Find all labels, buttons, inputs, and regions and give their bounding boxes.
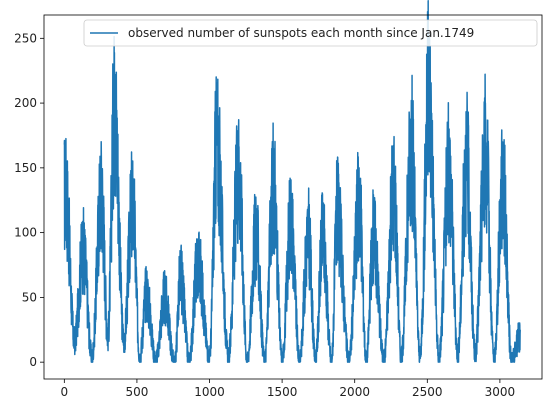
x-tick-label: 3000 [485, 385, 516, 399]
series-layer [63, 0, 521, 363]
y-tick-label: 200 [14, 96, 37, 110]
x-tick-label: 500 [125, 385, 148, 399]
x-tick-label: 1500 [267, 385, 298, 399]
y-tick-label: 0 [29, 355, 37, 369]
x-tick-label: 0 [61, 385, 69, 399]
y-tick-label: 150 [14, 161, 37, 175]
y-tick-label: 50 [22, 290, 37, 304]
legend: observed number of sunspots each month s… [83, 19, 538, 47]
series-line-sunspots [63, 0, 521, 363]
y-tick-label: 100 [14, 226, 37, 240]
y-axis: 0 50 100 150 200 250 [14, 31, 44, 369]
legend-label: observed number of sunspots each month s… [128, 26, 474, 40]
x-tick-label: 2000 [339, 385, 370, 399]
y-tick-label: 250 [14, 31, 37, 45]
x-tick-label: 2500 [412, 385, 443, 399]
legend-box [83, 19, 538, 47]
x-tick-label: 1000 [194, 385, 225, 399]
plot-frame [43, 14, 543, 380]
x-axis: 0 500 1000 1500 2000 2500 3000 [61, 379, 516, 399]
